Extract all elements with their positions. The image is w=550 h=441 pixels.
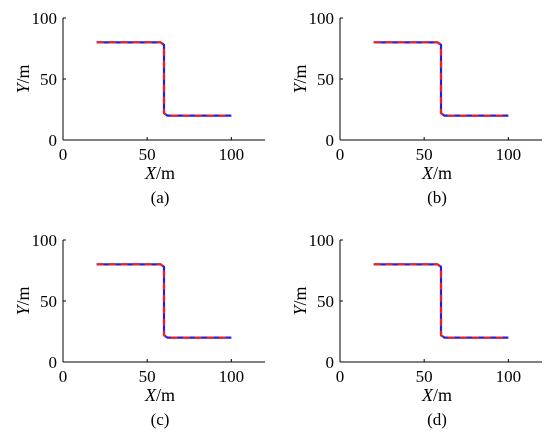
y-tick-label: 50	[317, 70, 334, 89]
x-tick-label: 100	[219, 145, 245, 164]
y-tick-label: 100	[32, 231, 58, 250]
y-axis-label: Y/m	[13, 286, 33, 315]
series-line-2	[373, 263, 509, 339]
x-tick-label: 0	[59, 367, 68, 386]
y-tick-label: 50	[40, 292, 57, 311]
x-axis-label: X/m	[144, 163, 175, 183]
y-tick-label: 50	[317, 292, 334, 311]
y-axis-label: Y/m	[290, 64, 310, 93]
y-tick-label: 0	[49, 131, 58, 150]
x-tick-label: 100	[496, 367, 522, 386]
series-line-2	[373, 41, 509, 117]
x-tick-label: 50	[416, 145, 433, 164]
x-tick-label: 50	[139, 367, 156, 386]
y-tick-label: 100	[32, 9, 58, 28]
x-tick-label: 100	[496, 145, 522, 164]
y-tick-label: 100	[309, 231, 335, 250]
y-tick-label: 0	[326, 353, 335, 372]
x-tick-label: 50	[139, 145, 156, 164]
x-tick-label: 50	[416, 367, 433, 386]
chart-panel-3: 0 50 100 0 50 100 X/m Y/m (c)	[13, 231, 265, 429]
y-tick-label: 50	[40, 70, 57, 89]
y-axis-label: Y/m	[290, 286, 310, 315]
x-axis-label: X/m	[421, 385, 452, 405]
chart-panel-4: 0 50 100 0 50 100 X/m Y/m (d)	[290, 231, 542, 429]
series-line-2	[96, 41, 232, 117]
y-tick-label: 100	[309, 9, 335, 28]
panel-caption: (d)	[427, 410, 447, 429]
panel-caption: (a)	[151, 188, 170, 207]
y-axis-label: Y/m	[13, 64, 33, 93]
chart-panel-1: 0 50 100 0 50 100 X/m Y/m (a)	[13, 9, 265, 207]
panel-caption: (b)	[427, 188, 447, 207]
series-line-2	[96, 263, 232, 339]
y-tick-label: 0	[49, 353, 58, 372]
y-tick-label: 0	[326, 131, 335, 150]
x-tick-label: 0	[336, 145, 345, 164]
x-tick-label: 100	[219, 367, 245, 386]
x-tick-label: 0	[59, 145, 68, 164]
chart-panel-2: 0 50 100 0 50 100 X/m Y/m (b)	[290, 9, 542, 207]
x-tick-label: 0	[336, 367, 345, 386]
x-axis-label: X/m	[421, 163, 452, 183]
panel-caption: (c)	[151, 410, 170, 429]
x-axis-label: X/m	[144, 385, 175, 405]
